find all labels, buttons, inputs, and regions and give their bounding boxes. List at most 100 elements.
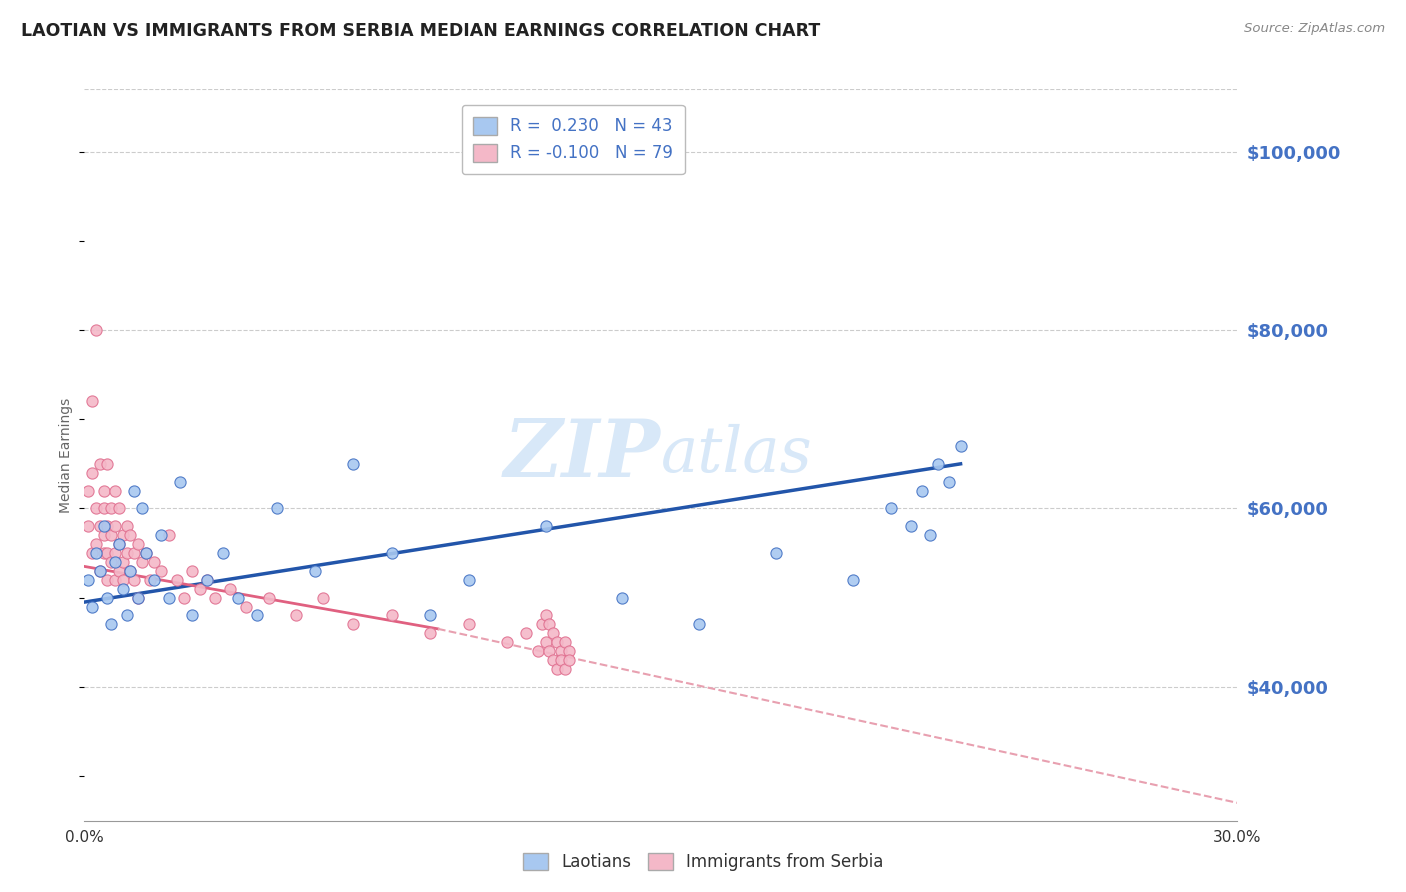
Text: ZIP: ZIP [503, 417, 661, 493]
Point [100, 617, 122, 632]
Point [96, 573, 118, 587]
Point [89, 564, 111, 578]
Point [93, 528, 115, 542]
Point [104, 555, 127, 569]
Point [211, 546, 233, 560]
Point [557, 644, 579, 658]
Point [124, 546, 146, 560]
Point [124, 483, 146, 498]
Point [546, 662, 568, 676]
Point [226, 591, 249, 605]
Point [927, 457, 949, 471]
Point [195, 573, 218, 587]
Point [538, 617, 561, 632]
Point [554, 635, 576, 649]
Point [104, 546, 127, 560]
Point [127, 591, 149, 605]
Point [93, 483, 115, 498]
Point [311, 591, 333, 605]
Point [457, 573, 479, 587]
Point [89, 457, 111, 471]
Y-axis label: Median Earnings: Median Earnings [59, 397, 73, 513]
Point [235, 599, 257, 614]
Text: atlas: atlas [661, 424, 813, 486]
Point [135, 546, 157, 560]
Point [419, 626, 441, 640]
Point [115, 546, 138, 560]
Point [93, 501, 115, 516]
Point [157, 528, 180, 542]
Point [84, 323, 107, 337]
Point [77, 573, 100, 587]
Point [111, 582, 134, 596]
Point [538, 644, 561, 658]
Point [195, 573, 218, 587]
Point [104, 483, 127, 498]
Point [124, 573, 146, 587]
Point [80, 394, 103, 409]
Point [842, 573, 865, 587]
Point [527, 644, 550, 658]
Point [120, 564, 142, 578]
Point [557, 653, 579, 667]
Point [104, 519, 127, 533]
Point [150, 528, 173, 542]
Point [918, 528, 941, 542]
Point [166, 573, 188, 587]
Point [135, 546, 157, 560]
Point [515, 626, 537, 640]
Point [84, 537, 107, 551]
Point [138, 573, 160, 587]
Point [131, 501, 153, 516]
Point [546, 635, 568, 649]
Point [284, 608, 307, 623]
Point [96, 591, 118, 605]
Point [457, 617, 479, 632]
Point [89, 519, 111, 533]
Point [77, 519, 100, 533]
Point [550, 644, 572, 658]
Point [246, 608, 269, 623]
Point [304, 564, 326, 578]
Point [100, 528, 122, 542]
Point [150, 564, 173, 578]
Point [169, 475, 191, 489]
Point [257, 591, 280, 605]
Point [419, 608, 441, 623]
Point [381, 546, 404, 560]
Point [120, 528, 142, 542]
Point [534, 519, 557, 533]
Point [157, 591, 180, 605]
Point [900, 519, 922, 533]
Point [96, 519, 118, 533]
Point [554, 662, 576, 676]
Point [111, 573, 134, 587]
Point [534, 608, 557, 623]
Point [93, 546, 115, 560]
Point [541, 653, 564, 667]
Point [115, 519, 138, 533]
Point [550, 653, 572, 667]
Point [96, 546, 118, 560]
Point [100, 501, 122, 516]
Text: Source: ZipAtlas.com: Source: ZipAtlas.com [1244, 22, 1385, 36]
Point [80, 466, 103, 480]
Point [127, 537, 149, 551]
Point [880, 501, 903, 516]
Point [100, 555, 122, 569]
Point [938, 475, 960, 489]
Legend: R =  0.230   N = 43, R = -0.100   N = 79: R = 0.230 N = 43, R = -0.100 N = 79 [461, 105, 685, 174]
Point [96, 457, 118, 471]
Point [688, 617, 710, 632]
Point [142, 555, 165, 569]
Point [131, 555, 153, 569]
Point [120, 564, 142, 578]
Point [530, 617, 553, 632]
Point [612, 591, 634, 605]
Point [108, 564, 131, 578]
Point [80, 599, 103, 614]
Point [381, 608, 404, 623]
Point [342, 617, 364, 632]
Point [127, 591, 149, 605]
Point [108, 537, 131, 551]
